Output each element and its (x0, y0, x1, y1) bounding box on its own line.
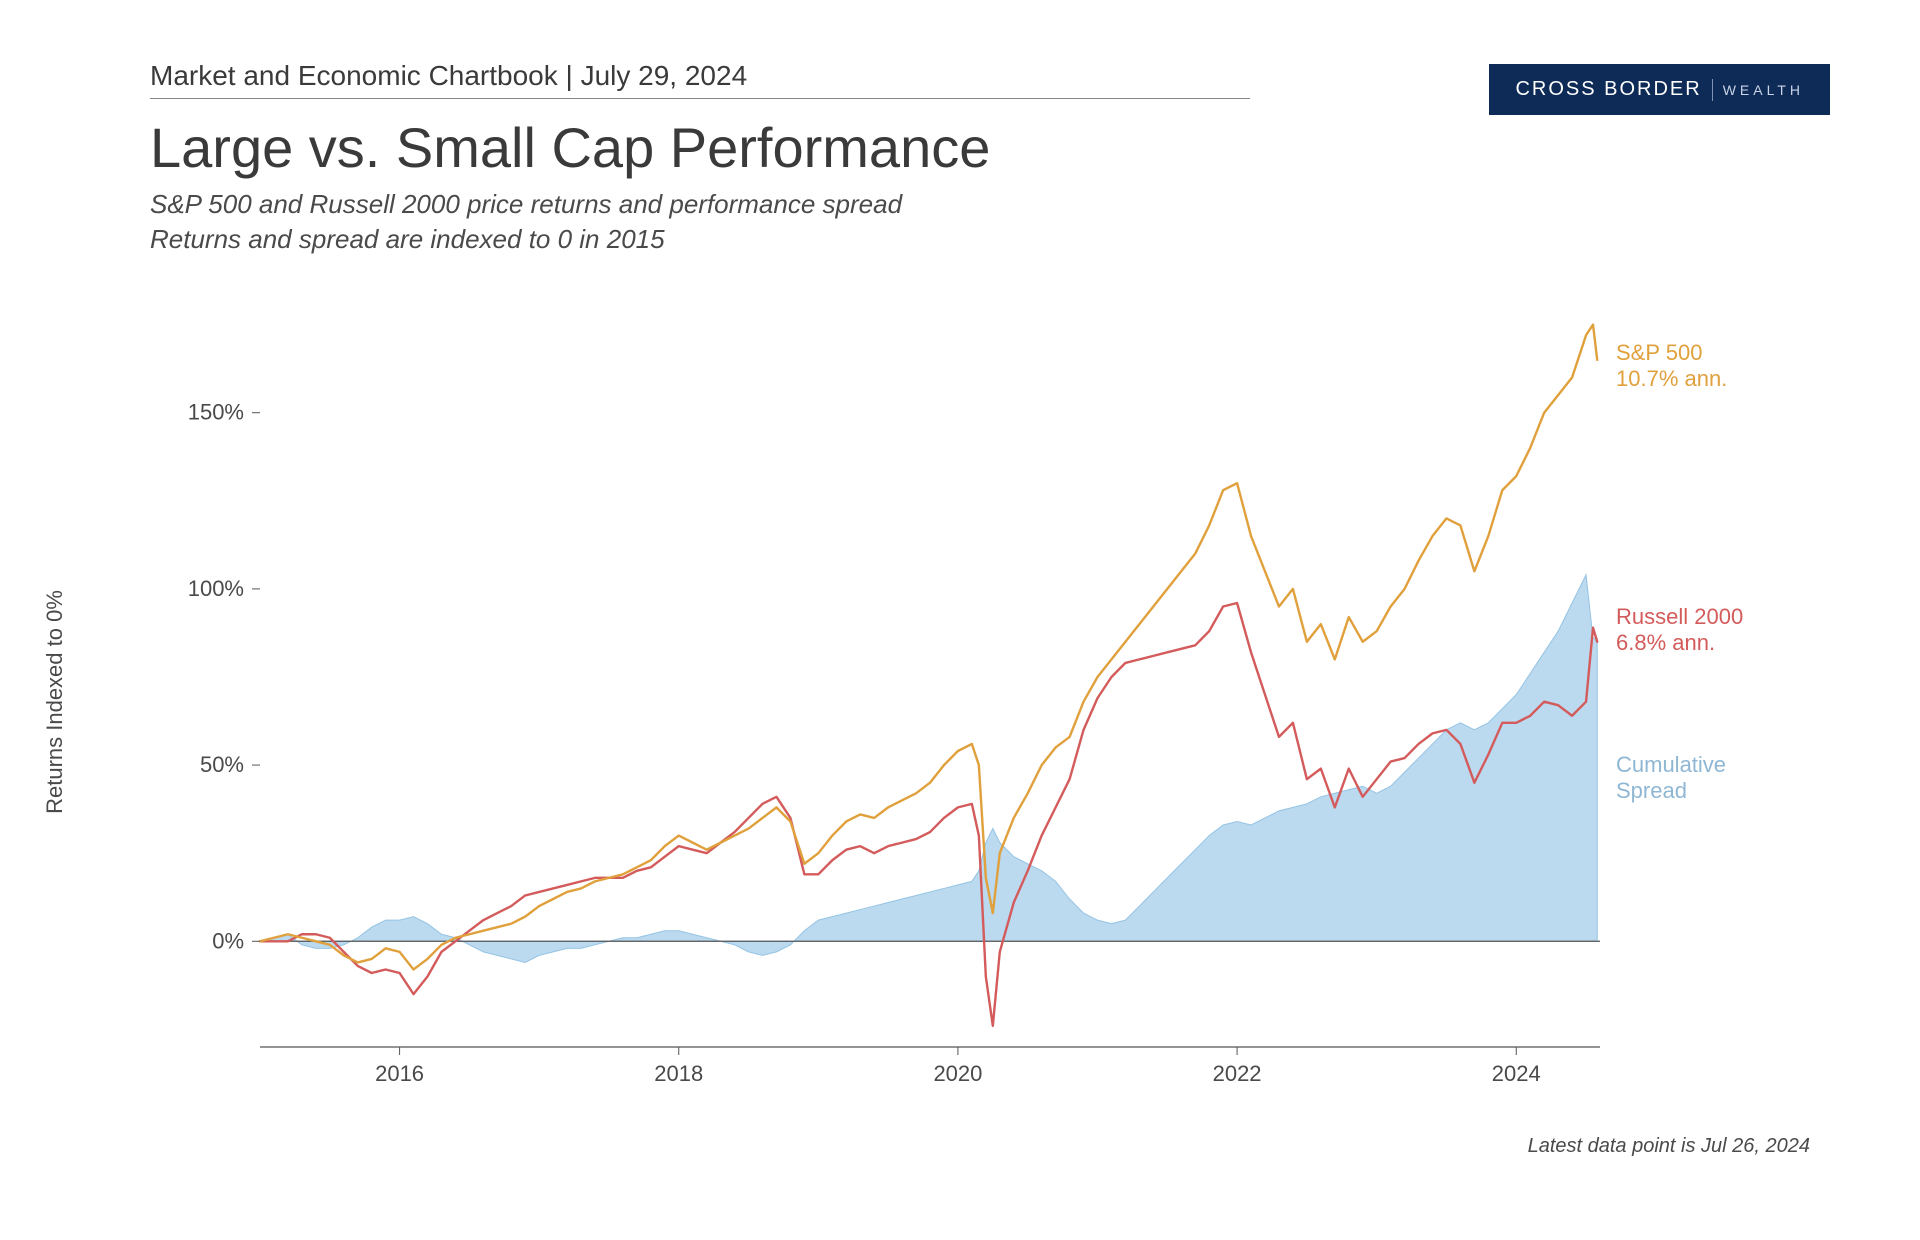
logo-text-sub: WEALTH (1723, 82, 1804, 98)
header-row: Market and Economic Chartbook | July 29,… (150, 60, 1830, 257)
logo-text-main: CROSS BORDER (1515, 78, 1701, 101)
chart-container: Returns Indexed to 0% 0%50%100%150%20162… (150, 287, 1830, 1117)
x-tick-label: 2024 (1492, 1061, 1541, 1086)
russell-label-line2: 6.8% ann. (1616, 630, 1715, 655)
x-tick-label: 2018 (654, 1061, 703, 1086)
russell-label-line1: Russell 2000 (1616, 604, 1743, 629)
subtitle-line-1: S&P 500 and Russell 2000 price returns a… (150, 189, 902, 219)
y-tick-label: 50% (200, 752, 244, 777)
sp500-label-line2: 10.7% ann. (1616, 366, 1727, 391)
y-axis-label: Returns Indexed to 0% (42, 590, 68, 814)
spread-label-line2: Spread (1616, 778, 1687, 803)
spread-area (260, 575, 1597, 963)
x-tick-label: 2022 (1213, 1061, 1262, 1086)
y-tick-label: 150% (188, 399, 244, 424)
subtitle-line-2: Returns and spread are indexed to 0 in 2… (150, 224, 665, 254)
chartbook-supertitle: Market and Economic Chartbook | July 29,… (150, 60, 1250, 99)
y-tick-label: 0% (212, 928, 244, 953)
chart-subtitle: S&P 500 and Russell 2000 price returns a… (150, 187, 1250, 257)
logo-divider-icon (1712, 79, 1713, 101)
sp500-label-line1: S&P 500 (1616, 340, 1702, 365)
page: Market and Economic Chartbook | July 29,… (0, 0, 1920, 1240)
chart-footnote: Latest data point is Jul 26, 2024 (150, 1135, 1830, 1158)
spread-label-line1: Cumulative (1616, 752, 1726, 777)
y-tick-label: 100% (188, 576, 244, 601)
chart-svg: 0% 50% 100% 150% 2016 2018 2020 2022 2024 S&P 500… (150, 287, 1800, 1117)
header-left: Market and Economic Chartbook | July 29,… (150, 60, 1250, 257)
chart-title: Large vs. Small Cap Performance (150, 117, 1250, 179)
x-tick-label: 2016 (375, 1061, 424, 1086)
brand-logo: CROSS BORDER WEALTH (1489, 64, 1830, 115)
x-tick-label: 2020 (933, 1061, 982, 1086)
